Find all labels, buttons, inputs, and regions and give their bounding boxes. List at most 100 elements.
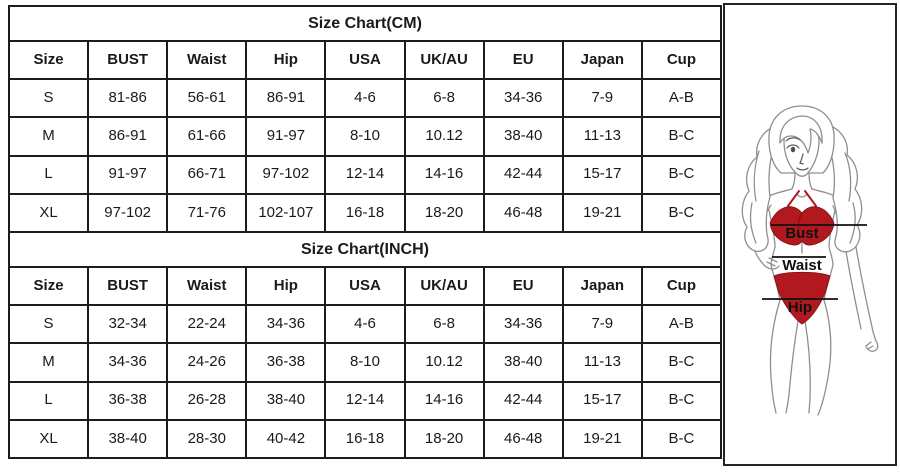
value-cell: A-B <box>640 78 723 119</box>
value-cell: 102-107 <box>245 192 327 233</box>
bikini-bottom <box>773 271 831 325</box>
leg-right-outline <box>817 299 832 416</box>
value-cell: 10.12 <box>403 342 485 383</box>
value-cell: 14-16 <box>403 380 485 421</box>
value-cell: 12-14 <box>324 154 406 195</box>
table-row: XL 38-40 28-30 40-42 16-18 18-20 46-48 19-21 B-C <box>7 418 723 459</box>
value-cell: 19-21 <box>561 192 643 233</box>
value-cell: 28-30 <box>166 418 248 459</box>
value-cell: 86-91 <box>245 78 327 119</box>
value-cell: 42-44 <box>482 380 564 421</box>
size-label-cell: M <box>7 342 90 383</box>
table-row: M 86-91 61-66 91-97 8-10 10.12 38-40 11-13 B-C <box>7 116 723 157</box>
column-header: UK/AU <box>403 265 485 307</box>
value-cell: 14-16 <box>403 154 485 195</box>
value-cell: 32-34 <box>87 304 169 345</box>
size-label-cell: L <box>7 380 90 421</box>
column-header: Cup <box>640 265 723 307</box>
column-header: Japan <box>561 265 643 307</box>
value-cell: B-C <box>640 380 723 421</box>
value-cell: A-B <box>640 304 723 345</box>
value-cell: 4-6 <box>324 304 406 345</box>
table-row: M 34-36 24-26 36-38 8-10 10.12 38-40 11-13 B-C <box>7 342 723 383</box>
bust-label: Bust <box>785 225 818 242</box>
column-header: USA <box>324 39 406 81</box>
value-cell: 34-36 <box>482 78 564 119</box>
size-label-cell: L <box>7 154 90 195</box>
column-header: BUST <box>87 265 169 307</box>
table-row: S 81-86 56-61 86-91 4-6 6-8 34-36 7-9 A-B <box>7 78 723 119</box>
table-row: XL 97-102 71-76 102-107 16-18 18-20 46-48 19-21… <box>7 192 723 233</box>
value-cell: 6-8 <box>403 304 485 345</box>
value-cell: 34-36 <box>245 304 327 345</box>
value-cell: 11-13 <box>561 342 643 383</box>
hair-left <box>741 126 774 253</box>
size-chart-table: Size Chart(CM) Size BUST Waist Hip USA UK/AU EU… <box>7 5 723 459</box>
table-header-row: Size BUST Waist Hip USA UK/AU EU Japan Cup <box>7 39 723 81</box>
collarbone <box>796 193 808 198</box>
value-cell: 38-40 <box>245 380 327 421</box>
table-title-row: Size Chart(INCH) <box>8 230 722 268</box>
eye-pupil <box>790 146 796 153</box>
hair-left-strands <box>749 150 760 244</box>
neck-left <box>791 172 796 190</box>
value-cell: 97-102 <box>245 154 327 195</box>
mouth <box>796 167 809 171</box>
leg-left-outline <box>769 299 781 414</box>
column-header: UK/AU <box>403 39 485 81</box>
waist-label: Waist <box>782 257 821 274</box>
size-label-cell: S <box>7 78 90 119</box>
value-cell: 12-14 <box>324 380 406 421</box>
value-cell: 15-17 <box>561 154 643 195</box>
value-cell: 38-40 <box>482 342 564 383</box>
value-cell: 10.12 <box>403 116 485 157</box>
size-label-cell: M <box>7 116 90 157</box>
hand-right <box>865 340 879 352</box>
woman-figure-svg: Bust Waist Hip <box>741 105 879 416</box>
eye-lid <box>786 144 800 149</box>
table-row: L 36-38 26-28 38-40 12-14 14-16 42-44 15-17 B-C <box>7 380 723 421</box>
value-cell: B-C <box>640 154 723 195</box>
neck-right <box>808 172 813 190</box>
value-cell: 38-40 <box>482 116 564 157</box>
woman-figure: Bust Waist Hip <box>741 105 879 416</box>
column-header: Size <box>7 265 90 307</box>
value-cell: 66-71 <box>166 154 248 195</box>
nose <box>799 153 804 165</box>
column-header: BUST <box>87 39 169 81</box>
value-cell: B-C <box>640 116 723 157</box>
value-cell: 61-66 <box>166 116 248 157</box>
value-cell: 16-18 <box>324 418 406 459</box>
column-header: Cup <box>640 39 723 81</box>
value-cell: 46-48 <box>482 418 564 459</box>
value-cell: 8-10 <box>324 342 406 383</box>
column-header: Waist <box>166 265 248 307</box>
column-header: Hip <box>245 265 327 307</box>
column-header: EU <box>482 265 564 307</box>
column-header: USA <box>324 265 406 307</box>
value-cell: 22-24 <box>166 304 248 345</box>
value-cell: 46-48 <box>482 192 564 233</box>
column-header: Size <box>7 39 90 81</box>
hair-bangs <box>779 115 823 154</box>
value-cell: 18-20 <box>403 192 485 233</box>
eyebrow <box>785 137 801 142</box>
value-cell: 11-13 <box>561 116 643 157</box>
value-cell: 86-91 <box>87 116 169 157</box>
value-cell: 34-36 <box>482 304 564 345</box>
table-title: Size Chart(CM) <box>8 5 722 42</box>
value-cell: B-C <box>640 192 723 233</box>
value-cell: 42-44 <box>482 154 564 195</box>
value-cell: 8-10 <box>324 116 406 157</box>
value-cell: 7-9 <box>561 78 643 119</box>
value-cell: B-C <box>640 342 723 383</box>
column-header: EU <box>482 39 564 81</box>
table-title: Size Chart(INCH) <box>8 230 722 268</box>
value-cell: 81-86 <box>87 78 169 119</box>
value-cell: 26-28 <box>166 380 248 421</box>
hip-label: Hip <box>788 299 812 316</box>
value-cell: 36-38 <box>245 342 327 383</box>
value-cell: 34-36 <box>87 342 169 383</box>
value-cell: 56-61 <box>166 78 248 119</box>
